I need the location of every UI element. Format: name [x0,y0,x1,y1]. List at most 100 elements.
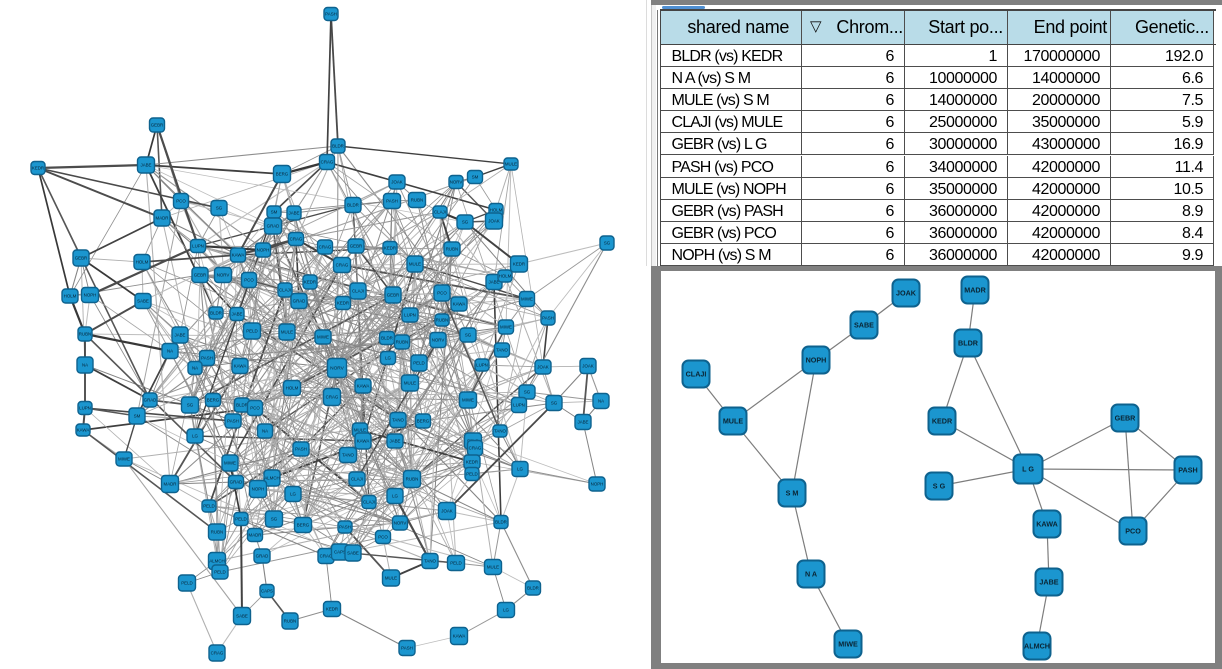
svg-text:SG: SG [465,333,472,338]
svg-text:BLDR: BLDR [210,311,222,316]
svg-text:ALMCH: ALMCH [1024,642,1050,651]
svg-text:GRAD: GRAD [293,299,306,304]
svg-text:KAWA: KAWA [357,439,370,444]
svg-text:PELD: PELD [466,472,477,477]
svg-text:GRAD: GRAD [144,398,157,403]
svg-text:BLDR: BLDR [958,339,979,348]
svg-text:LG: LG [517,467,523,472]
svg-text:GRAD: GRAD [256,554,269,559]
svg-text:CLAJI: CLAJI [352,289,364,294]
svg-text:CAPS: CAPS [334,550,346,555]
svg-text:HOLM: HOLM [286,386,299,391]
svg-text:NORV: NORV [217,273,230,278]
svg-text:JABE: JABE [489,280,500,285]
svg-text:CRAG: CRAG [469,446,482,451]
svg-text:PCO: PCO [378,535,388,540]
svg-text:SM: SM [472,175,479,180]
svg-text:BERG: BERG [417,419,430,424]
svg-text:MIWE: MIWE [462,398,474,403]
svg-text:MADR: MADR [964,286,986,295]
svg-text:MULE: MULE [487,565,499,570]
svg-text:KEDR: KEDR [384,246,396,251]
svg-text:BERG: BERG [207,398,220,403]
svg-text:S M: S M [786,489,799,498]
svg-text:MULE: MULE [354,428,366,433]
svg-text:KEDR: KEDR [326,607,338,612]
svg-text:MULE: MULE [385,576,397,581]
svg-text:SABE: SABE [137,299,149,304]
svg-text:PCO: PCO [1125,527,1141,536]
svg-text:PASH: PASH [386,199,398,204]
svg-text:SG: SG [462,220,469,225]
svg-text:NA: NA [262,429,268,434]
svg-text:KAWA: KAWA [453,302,466,307]
svg-text:KAWA: KAWA [1036,520,1058,529]
svg-text:KAWA: KAWA [453,634,466,639]
svg-text:LUPN: LUPN [513,403,525,408]
svg-text:PASH: PASH [325,12,337,17]
svg-text:S G: S G [933,482,946,491]
svg-text:RUBN: RUBN [211,530,223,535]
svg-text:BLDR: BLDR [347,203,359,208]
svg-text:BERG: BERG [276,172,289,177]
svg-text:SABE: SABE [347,551,359,556]
svg-text:PELD: PELD [450,561,461,566]
svg-text:PASH: PASH [295,447,307,452]
svg-text:PELD: PELD [214,570,225,575]
svg-text:MIWE: MIWE [224,461,236,466]
svg-text:SM: SM [134,414,141,419]
svg-text:LG: LG [192,434,198,439]
svg-text:NA: NA [167,349,173,354]
svg-text:KEDR: KEDR [513,262,525,267]
svg-text:PELD: PELD [203,504,214,509]
svg-text:PCO: PCO [437,291,447,296]
svg-text:MULE: MULE [505,162,517,167]
svg-text:BERG: BERG [297,523,310,528]
svg-text:JOAK: JOAK [582,364,594,369]
svg-text:NA: NA [82,363,88,368]
svg-text:LG: LG [503,608,509,613]
svg-text:PASH: PASH [401,646,413,651]
svg-text:KAWA: KAWA [357,384,370,389]
svg-text:GRAD: GRAD [230,480,243,485]
svg-text:PASH: PASH [1178,466,1197,475]
svg-text:JOAK: JOAK [441,509,453,514]
svg-text:L G: L G [1022,465,1034,474]
svg-text:BLDR: BLDR [527,586,539,591]
svg-text:CRAG: CRAG [290,237,303,242]
svg-text:LUPN: LUPN [79,406,91,411]
svg-text:GEBR: GEBR [151,123,163,128]
svg-text:KEDR: KEDR [32,166,44,171]
svg-text:NOPH: NOPH [257,248,270,253]
svg-text:RUBN: RUBN [79,332,91,337]
svg-text:KEDR: KEDR [466,460,478,465]
svg-text:GEBR: GEBR [350,244,362,249]
svg-text:PCO: PCO [176,199,186,204]
svg-text:BLDR: BLDR [236,403,248,408]
svg-text:TANO: TANO [496,348,508,353]
svg-text:RUBN: RUBN [436,318,448,323]
svg-text:JOAK: JOAK [537,365,549,370]
svg-text:JOAK: JOAK [896,289,917,298]
svg-text:CLAJI: CLAJI [363,500,375,505]
svg-text:CLAJI: CLAJI [434,210,446,215]
svg-text:CLAJI: CLAJI [279,288,291,293]
svg-text:MIWE: MIWE [118,457,130,462]
svg-text:JABE: JABE [232,312,243,317]
svg-text:KEDR: KEDR [932,417,953,426]
svg-text:HOLM: HOLM [490,208,503,213]
svg-text:NORV: NORV [432,338,445,343]
svg-text:SG: SG [604,241,611,246]
svg-text:SG: SG [271,517,278,522]
svg-text:JABE: JABE [390,439,401,444]
svg-text:NORV: NORV [450,180,463,185]
svg-text:RUBN: RUBN [284,619,296,624]
svg-text:GEBR: GEBR [1115,414,1137,423]
svg-text:TANO: TANO [424,559,436,564]
svg-text:LUPN: LUPN [476,363,488,368]
svg-text:GEBR: GEBR [387,293,399,298]
svg-text:PASH: PASH [339,525,351,530]
svg-text:JABE: JABE [141,163,152,168]
svg-text:N A: N A [805,570,817,579]
svg-text:BLDR: BLDR [332,144,344,149]
